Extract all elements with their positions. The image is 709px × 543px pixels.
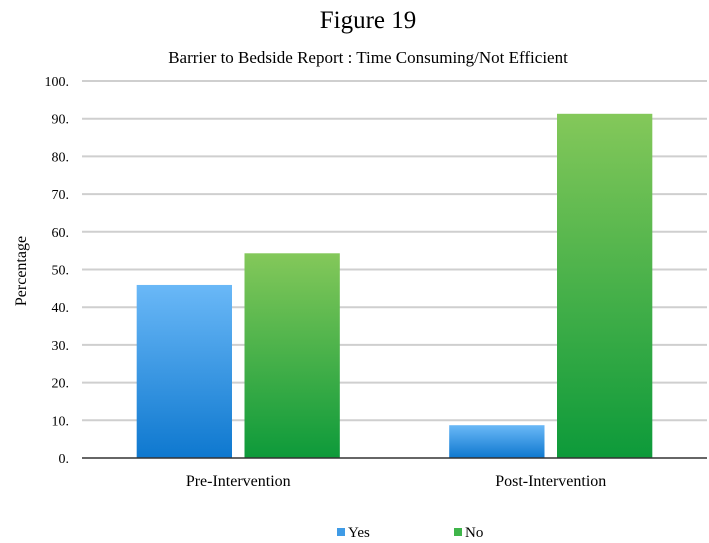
y-tick-label: 100. (45, 75, 70, 90)
legend: Yes No (337, 525, 483, 541)
y-tick-label: 10. (52, 414, 70, 429)
bar-no-post-intervention (557, 113, 653, 458)
y-tick-label: 20. (52, 377, 70, 392)
y-axis-ticks: 0. 10. 20. 30. 40. 50. 60. 70. 80. 90. 100. (45, 75, 70, 467)
y-tick-label: 40. (52, 301, 70, 316)
y-tick-label: 80. (52, 150, 70, 165)
legend-swatch-no (454, 528, 462, 536)
y-tick-label: 70. (52, 188, 70, 203)
legend-swatch-yes (337, 528, 345, 536)
chart-title: Barrier to Bedside Report : Time Consumi… (168, 48, 568, 67)
bar-no-pre-intervention (244, 253, 340, 458)
y-tick-label: 60. (52, 226, 70, 241)
y-axis-label: Percentage (13, 236, 30, 306)
y-tick-label: 50. (52, 264, 70, 279)
y-tick-label: 90. (52, 113, 70, 128)
bar-yes-post-intervention (449, 425, 545, 458)
y-tick-label: 0. (59, 452, 70, 467)
x-tick-label: Post-Intervention (495, 473, 606, 490)
legend-label-no: No (465, 525, 483, 541)
bars (136, 113, 653, 458)
figure-label: Figure 19 (320, 7, 417, 34)
bar-yes-pre-intervention (136, 284, 232, 458)
x-tick-label: Pre-Intervention (186, 473, 291, 490)
x-axis-ticks: Pre-Intervention Post-Intervention (186, 473, 606, 490)
y-tick-label: 30. (52, 339, 70, 354)
legend-label-yes: Yes (348, 525, 370, 541)
